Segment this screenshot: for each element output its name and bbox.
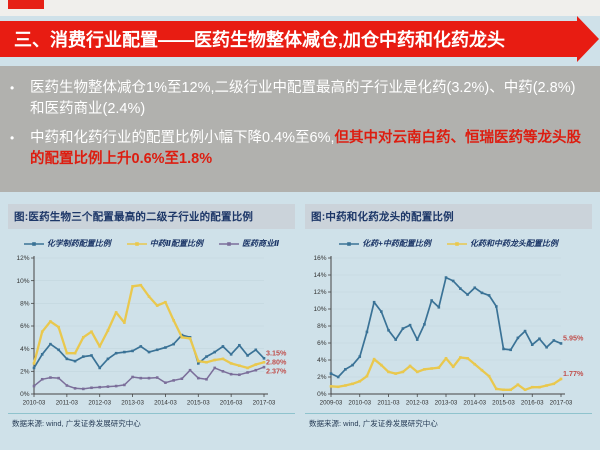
svg-text:2010-03: 2010-03 — [348, 400, 371, 407]
svg-text:2014-03: 2014-03 — [154, 400, 177, 407]
charts-row: 图:医药生物三个配置最高的二级子行业的配置比例 化学制药配置比例 中药Ⅱ配置比例 医… — [0, 192, 600, 429]
legend-marker-icon — [446, 241, 467, 246]
chart-panel-right: 图:中药和化药龙头的配置比例 化药+中药配置比例 化药和中药龙头配置比例 0% 2%… — [305, 204, 592, 429]
legend-label: 中药Ⅱ配置比例 — [149, 239, 203, 248]
slide-root: 三、消费行业配置——医药生物整体减仓,加仓中药和化药龙头 • 医药生物整体减仓1… — [0, 0, 600, 429]
legend-label: 化药+中药配置比例 — [362, 239, 431, 248]
svg-text:12%: 12% — [16, 255, 29, 262]
legend-marker-icon — [23, 241, 44, 246]
svg-text:2013-03: 2013-03 — [435, 400, 458, 407]
legend-item: 化药和中药龙头配置比例 — [446, 238, 558, 249]
svg-text:0%: 0% — [317, 391, 327, 398]
svg-text:2017-03: 2017-03 — [550, 400, 573, 407]
legend-item: 医药商业Ⅱ — [219, 238, 279, 249]
bullet-item-2: • 中药和化药行业的配置比例小幅下降0.4%至6%,但其中对云南白药、恒瑞医药等… — [10, 128, 586, 169]
svg-text:10%: 10% — [16, 278, 29, 285]
svg-text:2016-03: 2016-03 — [220, 400, 243, 407]
legend-marker-icon — [219, 241, 239, 246]
title-banner: 三、消费行业配置——医药生物整体减仓,加仓中药和化药龙头 — [0, 16, 600, 62]
svg-text:10%: 10% — [313, 306, 326, 313]
svg-text:4%: 4% — [20, 346, 30, 353]
summary-section: • 医药生物整体减仓1%至12%,二级行业中配置最高的子行业是化药(3.2%)、… — [0, 66, 600, 192]
svg-text:8%: 8% — [20, 301, 30, 308]
svg-text:2015-03: 2015-03 — [492, 400, 515, 407]
data-source-note: 数据来源: wind, 广发证券发展研究中心 — [305, 413, 592, 429]
svg-text:2015-03: 2015-03 — [187, 400, 210, 407]
legend-item: 化学制药配置比例 — [23, 238, 111, 249]
top-strip — [0, 0, 600, 16]
bullet-text: 中药和化药行业的配置比例小幅下降0.4%至6%,但其中对云南白药、恒瑞医药等龙头… — [30, 128, 586, 169]
chart-legend: 化药+中药配置比例 化药和中药龙头配置比例 — [305, 238, 592, 249]
svg-text:2014-03: 2014-03 — [463, 400, 486, 407]
svg-text:6%: 6% — [317, 340, 327, 347]
svg-text:0%: 0% — [20, 391, 30, 398]
svg-text:2012-03: 2012-03 — [88, 400, 111, 407]
svg-text:12%: 12% — [313, 289, 326, 296]
svg-text:3.15%: 3.15% — [266, 348, 287, 357]
bullet-text-plain: 中药和化药行业的配置比例小幅下降0.4%至6%, — [30, 130, 335, 147]
svg-text:2.80%: 2.80% — [266, 357, 287, 366]
svg-text:2009-03: 2009-03 — [320, 400, 343, 407]
svg-text:1.77%: 1.77% — [563, 369, 584, 378]
bullet-marker: • — [10, 131, 15, 146]
svg-text:2010-03: 2010-03 — [23, 400, 46, 407]
bullet-marker: • — [10, 81, 15, 95]
data-source-note: 数据来源: wind, 广发证券发展研究中心 — [8, 413, 295, 429]
legend-item: 中药Ⅱ配置比例 — [126, 238, 203, 249]
svg-text:2016-03: 2016-03 — [521, 400, 544, 407]
banner-bar: 三、消费行业配置——医药生物整体减仓,加仓中药和化药龙头 — [0, 21, 578, 57]
legend-label: 化学制药配置比例 — [46, 239, 111, 248]
corner-tab-decoration — [8, 0, 44, 9]
chart-legend: 化学制药配置比例 中药Ⅱ配置比例 医药商业Ⅱ — [8, 238, 295, 249]
svg-text:2%: 2% — [317, 374, 327, 381]
svg-text:5.95%: 5.95% — [563, 333, 584, 342]
svg-text:6%: 6% — [20, 323, 30, 330]
svg-text:2011-03: 2011-03 — [377, 400, 400, 407]
svg-text:4%: 4% — [317, 357, 327, 364]
bullet-item-1: • 医药生物整体减仓1%至12%,二级行业中配置最高的子行业是化药(3.2%)、… — [10, 78, 586, 119]
bullet-text: 医药生物整体减仓1%至12%,二级行业中配置最高的子行业是化药(3.2%)、中药… — [30, 80, 576, 117]
legend-label: 医药商业Ⅱ — [242, 239, 280, 248]
page-title: 三、消费行业配置——医药生物整体减仓,加仓中药和化药龙头 — [14, 30, 505, 50]
legend-item: 化药+中药配置比例 — [339, 238, 431, 249]
svg-text:2011-03: 2011-03 — [56, 400, 79, 407]
bullet-text-highlight: 但其中对云南白药、恒瑞医药等龙头股的配置比例上升0.6%至1.8% — [30, 130, 582, 167]
legend-marker-icon — [339, 241, 360, 246]
svg-text:2012-03: 2012-03 — [406, 400, 429, 407]
svg-text:16%: 16% — [313, 255, 326, 262]
svg-text:14%: 14% — [313, 272, 326, 279]
chart-title: 图:医药生物三个配置最高的二级子行业的配置比例 — [8, 204, 295, 229]
svg-text:2%: 2% — [20, 369, 30, 376]
chart-panel-left: 图:医药生物三个配置最高的二级子行业的配置比例 化学制药配置比例 中药Ⅱ配置比例 医… — [8, 204, 295, 429]
banner-arrow-decoration — [577, 16, 599, 62]
legend-marker-icon — [126, 241, 147, 246]
line-chart: 0% 2% 4% 6% 8% 10% 12% 2010-03 2011-03 2012-03 201… — [16, 255, 287, 407]
svg-text:8%: 8% — [317, 323, 327, 330]
line-chart: 0% 2% 4% 6% 8% 10% 12% 14% 16% 2009-03 2010-03 2011… — [313, 255, 584, 407]
svg-text:2.37%: 2.37% — [266, 366, 287, 375]
svg-text:2013-03: 2013-03 — [121, 400, 144, 407]
svg-text:2017-03: 2017-03 — [253, 400, 276, 407]
chart-title: 图:中药和化药龙头的配置比例 — [305, 204, 592, 229]
legend-label: 化药和中药龙头配置比例 — [469, 239, 558, 248]
